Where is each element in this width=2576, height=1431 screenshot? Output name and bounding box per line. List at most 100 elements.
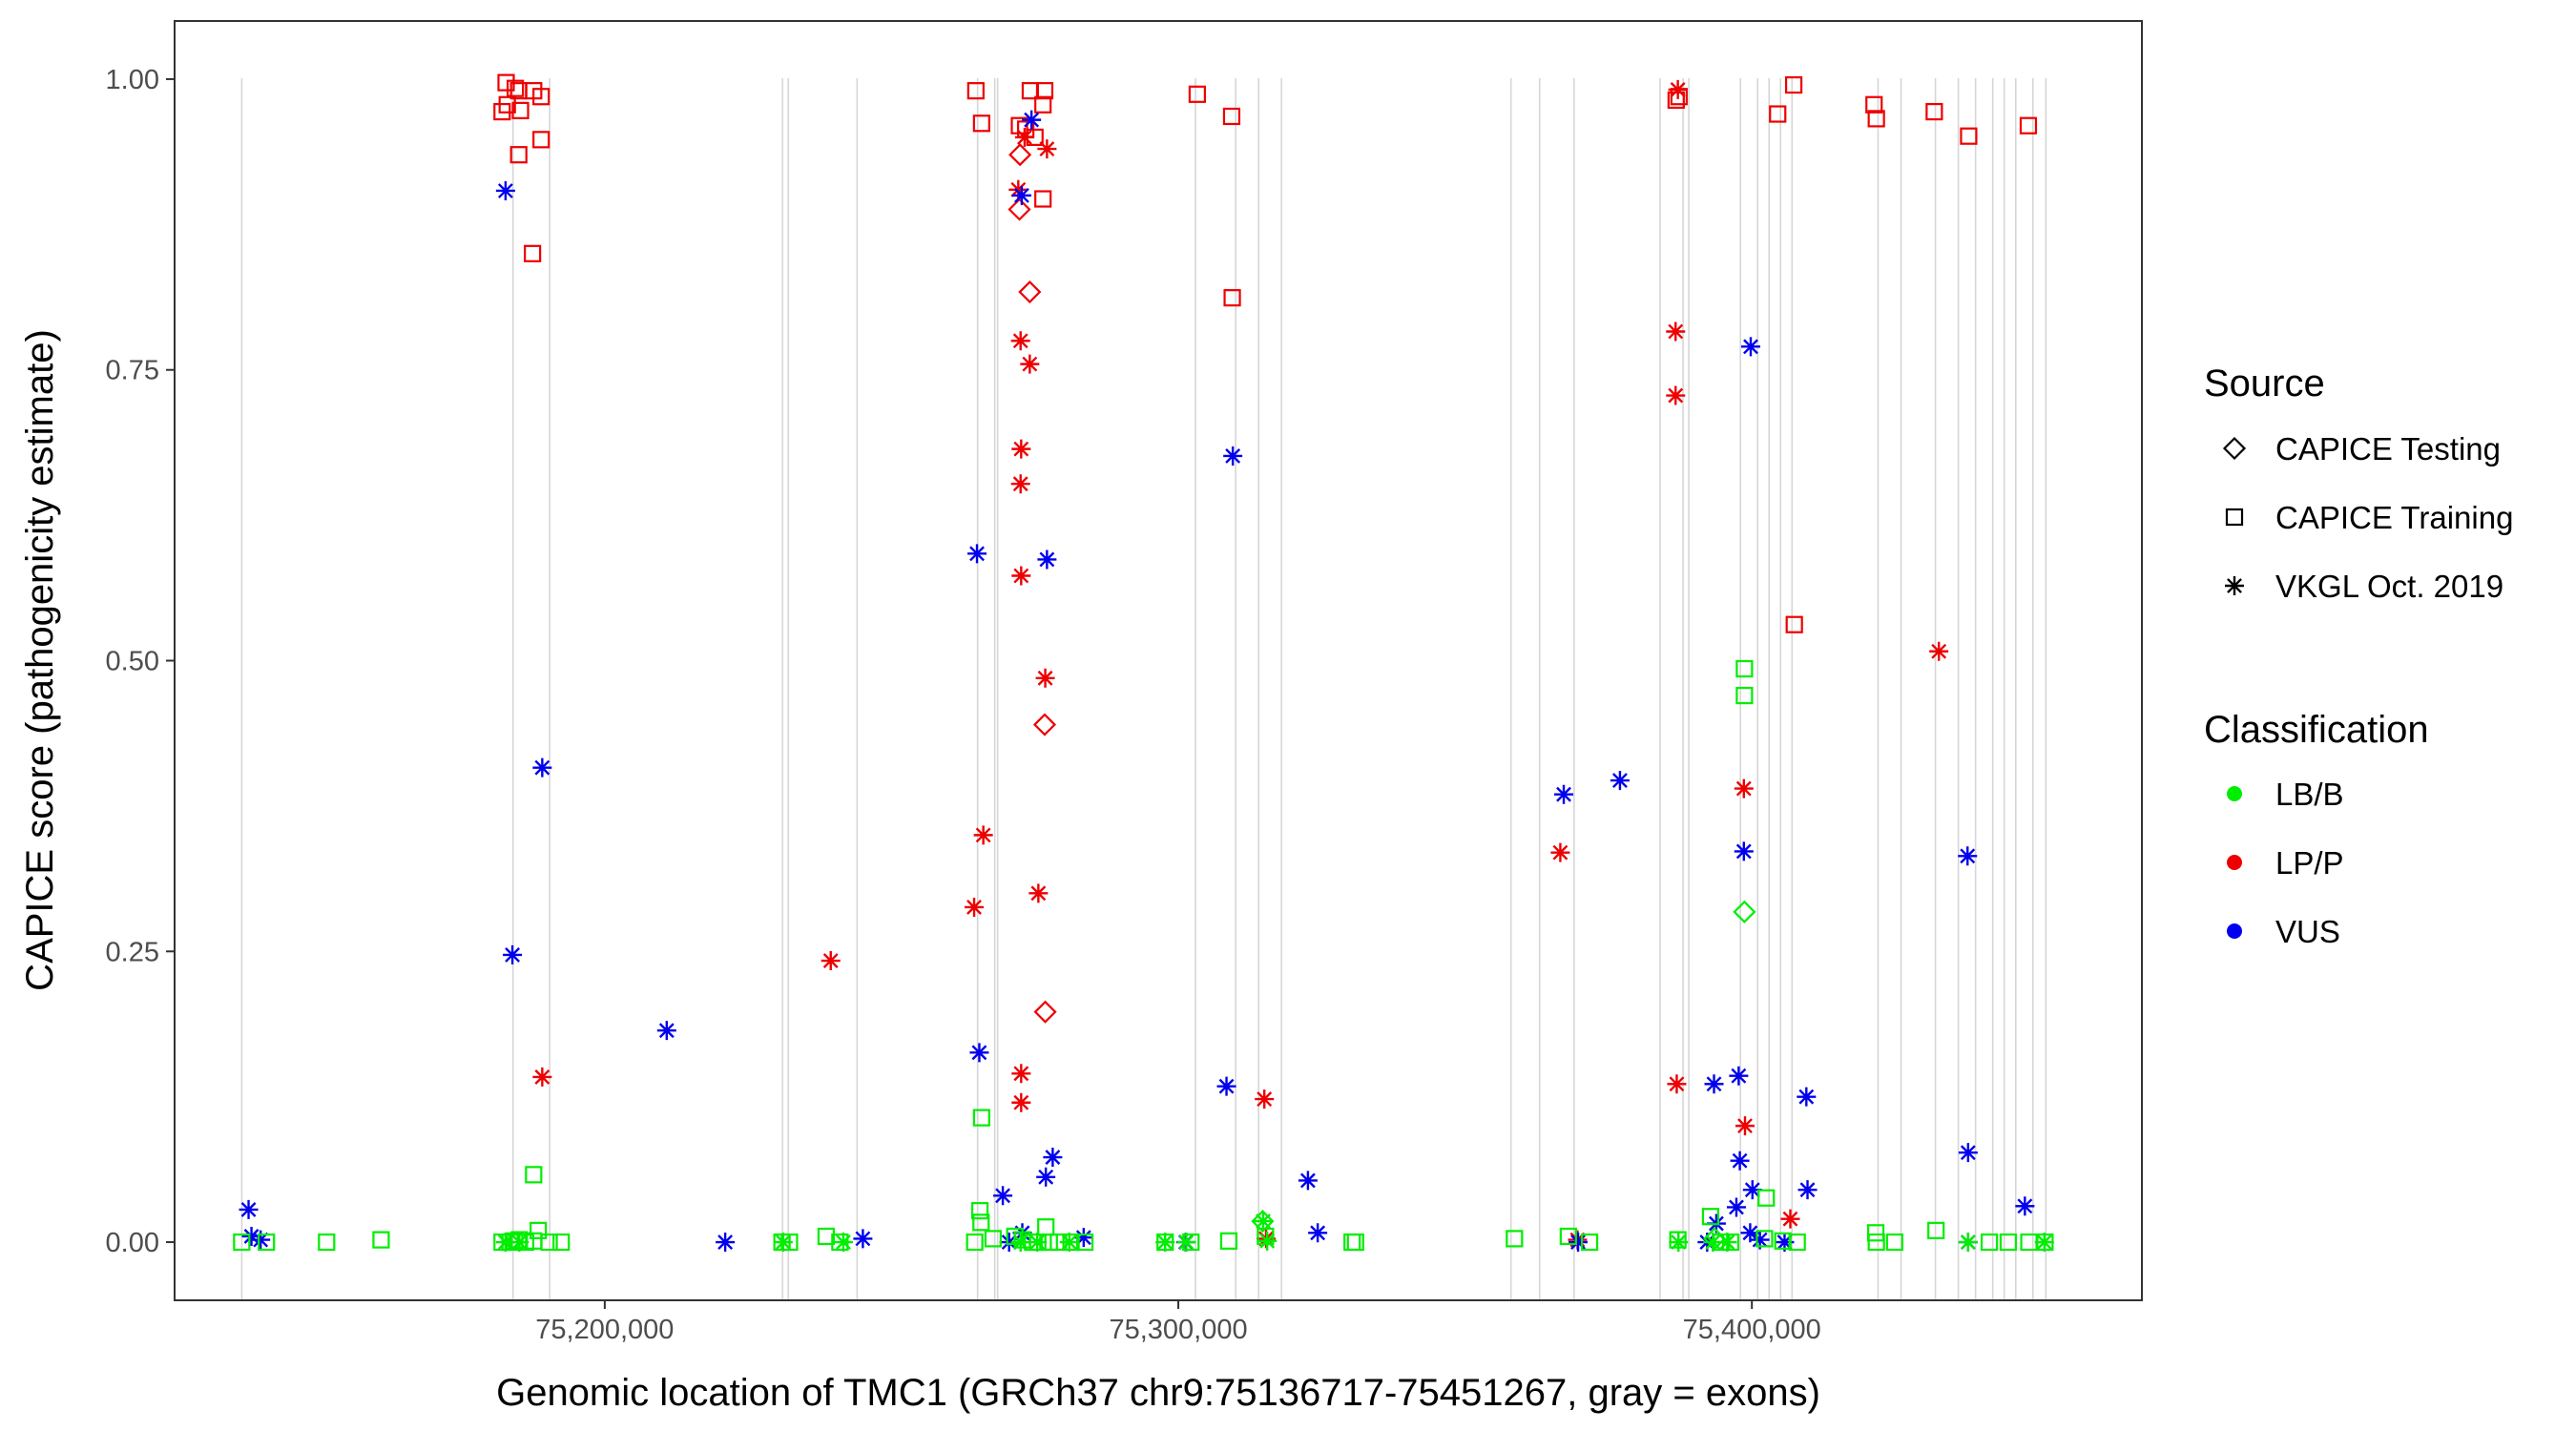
data-point: [817, 1227, 836, 1246]
data-point: [1925, 102, 1943, 121]
plot-panel-border: [174, 20, 2143, 1301]
x-axis: 75,200,000 75,300,000 75,400,000: [535, 1300, 1821, 1345]
y-axis-title: CAPICE score (pathogenicity estimate): [19, 329, 61, 991]
data-point: [1958, 1233, 1978, 1253]
data-point: [716, 1233, 736, 1253]
data-point: [1927, 1221, 1945, 1239]
data-point: [2034, 1233, 2054, 1253]
data-point: [1669, 1233, 1689, 1253]
data-point: [495, 180, 515, 200]
data-point: [1010, 474, 1030, 494]
data-point: [532, 1067, 552, 1087]
data-point: [318, 1233, 336, 1252]
data-point: [1568, 1233, 1589, 1253]
data-point: [1717, 1233, 1737, 1253]
data-point: [1011, 439, 1031, 459]
data-point: [853, 1229, 873, 1249]
data-point: [1506, 1230, 1524, 1248]
data-point: [233, 1233, 251, 1252]
data-point: [1255, 1089, 1275, 1110]
data-point: [1755, 1230, 1774, 1248]
data-point: [773, 1233, 793, 1253]
y-axis: 0.00 0.25 0.50 0.75 1.00: [106, 65, 175, 1258]
data-point: [1559, 1227, 1577, 1246]
legend-key-square: [2225, 508, 2244, 527]
data-point: [1735, 659, 1754, 678]
data-point: [1734, 841, 1754, 861]
data-point: [509, 146, 528, 164]
data-point: [509, 1233, 530, 1253]
data-points: [233, 73, 2054, 1253]
data-point: [1020, 354, 1040, 374]
data-point: [1032, 713, 1057, 736]
x-tick-label: 75,400,000: [1683, 1315, 1821, 1345]
data-point: [1216, 1076, 1236, 1096]
data-point: [821, 951, 841, 971]
data-point: [1726, 1197, 1746, 1217]
data-point: [1666, 385, 1686, 405]
data-point: [372, 1231, 390, 1249]
data-point: [1769, 105, 1787, 123]
data-point: [1059, 1233, 1079, 1253]
data-point: [1775, 1233, 1795, 1253]
series-capice-testing-lp-p: [1008, 143, 1057, 1024]
data-point: [1742, 1180, 1762, 1200]
data-point: [970, 1202, 989, 1220]
data-point: [2015, 1196, 2035, 1216]
data-point: [498, 95, 516, 114]
data-point: [1036, 1167, 1056, 1187]
data-point: [524, 244, 542, 262]
data-point: [965, 897, 985, 917]
data-point: [1735, 1116, 1755, 1136]
data-point: [1037, 550, 1057, 570]
data-point: [972, 1109, 990, 1127]
y-tick-label: 0.50: [106, 647, 159, 677]
y-tick-label: 0.75: [106, 356, 159, 386]
data-point: [972, 1213, 990, 1232]
data-point: [999, 1233, 1019, 1253]
legend-title-classification: Classification: [2204, 709, 2429, 751]
data-point: [1008, 143, 1032, 167]
data-point: [1885, 1233, 1903, 1252]
data-point: [1254, 1212, 1274, 1232]
data-point: [1298, 1171, 1318, 1191]
legend-key-asterisk: [2225, 576, 2244, 595]
data-point: [1867, 110, 1885, 128]
data-point: [1797, 1180, 1818, 1200]
data-point: [1550, 842, 1570, 862]
data-point: [1666, 321, 1686, 342]
legend-label: CAPICE Testing: [2275, 431, 2501, 467]
data-point: [1011, 1064, 1031, 1084]
data-point: [532, 757, 552, 778]
data-point: [1008, 179, 1028, 199]
data-point: [1028, 883, 1049, 903]
data-point: [967, 544, 987, 564]
data-point: [1780, 1209, 1800, 1229]
data-point: [525, 1166, 543, 1184]
data-point: [1730, 1151, 1750, 1171]
data-point: [1034, 190, 1052, 208]
data-point: [1729, 1066, 1749, 1086]
data-point: [1011, 566, 1031, 586]
data-point: [1043, 1148, 1063, 1168]
data-point: [1667, 1074, 1687, 1094]
legend-key-dot: [2227, 923, 2242, 939]
data-point: [973, 825, 993, 845]
data-point: [656, 1021, 676, 1041]
data-point: [1701, 1208, 1720, 1226]
data-point: [972, 114, 990, 133]
data-point: [258, 1233, 276, 1252]
series-capice-testing-lb-b: [1251, 900, 1756, 1251]
data-point: [1668, 79, 1688, 99]
data-point: [1176, 1233, 1196, 1253]
data-point: [1980, 1233, 1999, 1252]
data-point: [1735, 686, 1754, 705]
data-point: [1308, 1223, 1328, 1243]
data-point: [1073, 1228, 1093, 1248]
data-point: [1011, 185, 1031, 205]
data-point: [1188, 85, 1206, 103]
data-point: [833, 1233, 853, 1253]
data-point: [1960, 127, 1978, 145]
data-point: [1757, 1189, 1776, 1207]
